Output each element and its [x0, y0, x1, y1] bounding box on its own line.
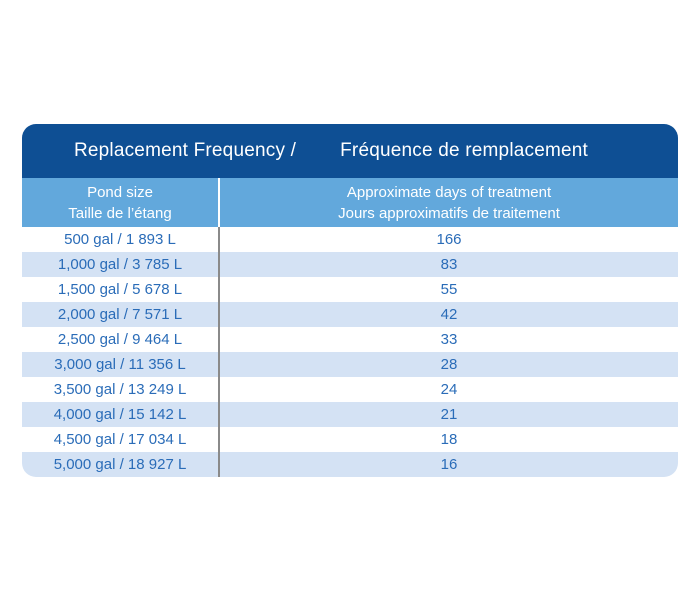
table-row: 2,000 gal / 7 571 L 42 [22, 302, 678, 327]
table-subheader: Pond size Taille de l’étang Approximate … [22, 178, 678, 227]
pond-size-cell: 3,500 gal / 13 249 L [22, 377, 220, 402]
table-title-fr: Fréquence de remplacement [340, 140, 589, 161]
pond-size-cell: 4,000 gal / 15 142 L [22, 402, 220, 427]
days-cell: 28 [440, 356, 458, 373]
pond-size-cell: 3,000 gal / 11 356 L [22, 352, 220, 377]
days-cell: 83 [440, 256, 458, 273]
table-row: 4,000 gal / 15 142 L 21 [22, 402, 678, 427]
column-header-days-fr: Jours approximatifs de traitement [338, 204, 560, 222]
days-cell: 166 [436, 231, 462, 248]
column-header-pond-size-en: Pond size [87, 183, 153, 201]
days-cell: 18 [440, 431, 458, 448]
pond-size-cell: 4,500 gal / 17 034 L [22, 427, 220, 452]
replacement-frequency-table: Replacement Frequency / Fréquence de rem… [22, 124, 678, 477]
table-row: 3,500 gal / 13 249 L 24 [22, 377, 678, 402]
column-header-pond-size: Pond size Taille de l’étang [22, 178, 220, 227]
days-cell: 21 [440, 406, 458, 423]
column-header-days-en: Approximate days of treatment [346, 183, 552, 201]
table-title-bar: Replacement Frequency / Fréquence de rem… [22, 124, 678, 178]
days-cell: 33 [440, 331, 458, 348]
table-row: 500 gal / 1 893 L 166 [22, 227, 678, 252]
pond-size-cell: 1,000 gal / 3 785 L [22, 252, 220, 277]
days-cell: 42 [440, 306, 458, 323]
pond-size-cell: 2,500 gal / 9 464 L [22, 327, 220, 352]
table-row: 5,000 gal / 18 927 L 16 [22, 452, 678, 477]
table-rows: 500 gal / 1 893 L 166 1,000 gal / 3 785 … [22, 227, 678, 477]
column-header-pond-size-fr: Taille de l’étang [68, 204, 172, 222]
pond-size-cell: 1,500 gal / 5 678 L [22, 277, 220, 302]
table-row: 2,500 gal / 9 464 L 33 [22, 327, 678, 352]
table-title-en: Replacement Frequency / [73, 140, 297, 161]
column-header-days: Approximate days of treatment Jours appr… [220, 178, 678, 227]
pond-size-cell: 500 gal / 1 893 L [22, 227, 220, 252]
pond-size-cell: 5,000 gal / 18 927 L [22, 452, 220, 477]
days-cell: 24 [440, 381, 458, 398]
days-cell: 55 [440, 281, 458, 298]
days-cell: 16 [440, 456, 458, 473]
table-row: 4,500 gal / 17 034 L 18 [22, 427, 678, 452]
table-row: 3,000 gal / 11 356 L 28 [22, 352, 678, 377]
pond-size-cell: 2,000 gal / 7 571 L [22, 302, 220, 327]
table-row: 1,000 gal / 3 785 L 83 [22, 252, 678, 277]
table-row: 1,500 gal / 5 678 L 55 [22, 277, 678, 302]
